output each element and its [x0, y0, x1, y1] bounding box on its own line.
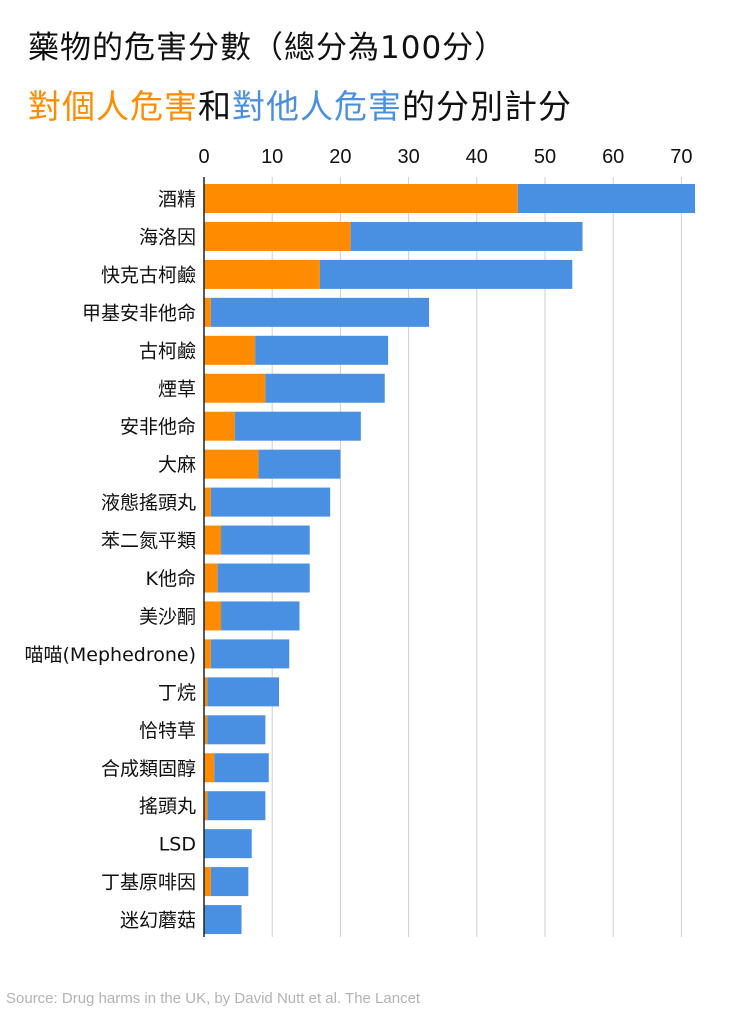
category-label: 迷幻蘑菇: [120, 910, 196, 932]
x-tick-label: 10: [261, 146, 283, 168]
category-label: 大麻: [158, 454, 196, 476]
category-label: 古柯鹼: [139, 340, 196, 362]
bar-self-harm: [204, 715, 208, 745]
bar-harm-to-others: [214, 753, 269, 783]
bar-harm-to-others: [207, 715, 266, 745]
bar-harm-to-others: [517, 184, 696, 213]
chart-subtitle: 對個人危害和對他人危害的分別計分: [28, 80, 572, 128]
category-label: 合成類固醇: [101, 758, 196, 780]
bar-harm-to-others: [265, 373, 385, 403]
category-label: K他命: [146, 568, 196, 590]
category-label: 搖頭丸: [139, 796, 196, 818]
bar-self-harm: [204, 563, 218, 593]
subtitle-connector: 和: [198, 87, 232, 126]
category-label: 安非他命: [120, 416, 196, 438]
x-tick-label: 30: [397, 146, 419, 168]
category-label: 液態搖頭丸: [101, 492, 196, 514]
bar-harm-to-others: [207, 791, 266, 821]
bar-harm-to-others: [234, 411, 361, 441]
bar-harm-to-others: [204, 905, 242, 935]
bar-self-harm: [204, 525, 222, 555]
bar-self-harm: [204, 411, 235, 441]
bar-harm-to-others: [210, 487, 331, 517]
bar-harm-to-others: [221, 525, 310, 555]
x-tick-label: 70: [670, 146, 692, 168]
category-label: 丁烷: [158, 682, 196, 704]
bar-self-harm: [204, 867, 211, 897]
category-label: 恰特草: [139, 720, 196, 742]
grid-layer: [271, 177, 682, 937]
bar-self-harm: [204, 487, 211, 517]
bar-harm-to-others: [217, 563, 310, 593]
bar-self-harm: [204, 639, 211, 669]
x-tick-label: 60: [602, 146, 624, 168]
source-note: Source: Drug harms in the UK, by David N…: [6, 990, 421, 1007]
subtitle-harm-to-others: 對他人危害: [232, 87, 402, 126]
bar-layer: [204, 184, 696, 935]
bar-self-harm: [204, 335, 256, 365]
bar-harm-to-others: [210, 297, 430, 327]
bar-harm-to-others: [207, 677, 280, 707]
bar-harm-to-others: [255, 335, 389, 365]
subtitle-self-harm: 對個人危害: [28, 87, 198, 126]
category-label: 快克古柯鹼: [101, 264, 196, 286]
bar-self-harm: [204, 677, 208, 707]
bar-self-harm: [204, 373, 266, 403]
x-tick-label: 50: [534, 146, 556, 168]
category-label: 甲基安非他命: [82, 302, 196, 324]
bar-harm-to-others: [210, 639, 290, 669]
bar-self-harm: [204, 297, 211, 327]
subtitle-suffix: 的分別計分: [402, 87, 572, 126]
category-label: 喵喵(Mephedrone): [24, 644, 196, 666]
bar-harm-to-others: [221, 601, 300, 631]
bar-harm-to-others: [319, 259, 573, 289]
bar-self-harm: [204, 184, 518, 213]
bar-self-harm: [204, 753, 215, 783]
category-label: 煙草: [158, 378, 196, 400]
chart-title: 藥物的危害分數（總分為100分）: [28, 30, 507, 66]
category-label: 海洛因: [139, 226, 196, 248]
category-label: 苯二氮平類: [101, 530, 196, 552]
x-tick-label: 0: [198, 146, 209, 168]
x-tick-layer: 0 10 20 30 40 50 60 70: [198, 146, 692, 168]
x-tick-label: 20: [329, 146, 351, 168]
bar-harm-to-others: [258, 449, 341, 479]
bar-harm-to-others: [350, 221, 583, 251]
category-label: 丁基原啡因: [101, 872, 196, 894]
bar-self-harm: [204, 791, 208, 821]
x-tick-label: 40: [466, 146, 488, 168]
bar-self-harm: [204, 601, 222, 631]
bar-self-harm: [204, 221, 351, 251]
bar-harm-to-others: [210, 867, 249, 897]
bar-self-harm: [204, 259, 320, 289]
category-label: 酒精: [158, 189, 196, 211]
bar-self-harm: [204, 449, 259, 479]
bar-harm-to-others: [204, 829, 252, 859]
category-label: LSD: [159, 834, 196, 856]
category-label: 美沙酮: [139, 606, 196, 628]
